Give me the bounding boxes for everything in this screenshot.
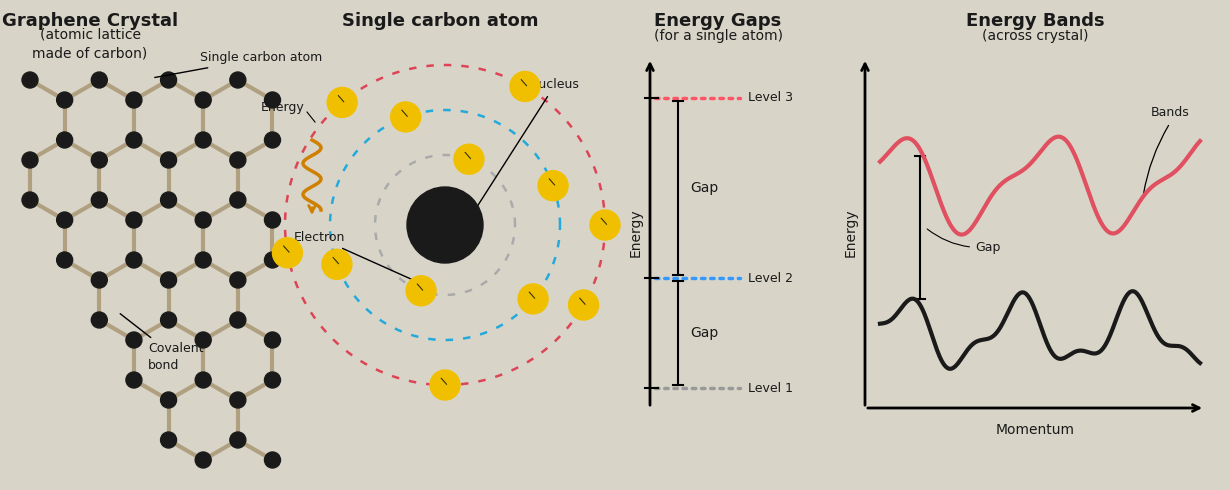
Circle shape bbox=[264, 372, 280, 388]
Circle shape bbox=[264, 132, 280, 148]
Circle shape bbox=[125, 332, 141, 348]
Circle shape bbox=[230, 432, 246, 448]
Circle shape bbox=[91, 152, 107, 168]
Circle shape bbox=[454, 144, 483, 174]
Circle shape bbox=[230, 152, 246, 168]
Circle shape bbox=[196, 132, 212, 148]
Circle shape bbox=[391, 102, 421, 132]
Circle shape bbox=[125, 92, 141, 108]
Circle shape bbox=[57, 132, 73, 148]
Text: Energy: Energy bbox=[261, 101, 304, 115]
Circle shape bbox=[196, 212, 212, 228]
Circle shape bbox=[57, 212, 73, 228]
Text: Covalent
bond: Covalent bond bbox=[121, 314, 203, 372]
Circle shape bbox=[161, 152, 177, 168]
Text: Momentum: Momentum bbox=[995, 423, 1075, 437]
Circle shape bbox=[230, 392, 246, 408]
Circle shape bbox=[510, 72, 540, 101]
Circle shape bbox=[518, 284, 549, 314]
Circle shape bbox=[230, 192, 246, 208]
Text: Electron: Electron bbox=[294, 231, 423, 285]
Text: Gap: Gap bbox=[690, 326, 718, 340]
Text: Graphene Crystal: Graphene Crystal bbox=[2, 12, 178, 30]
Circle shape bbox=[91, 312, 107, 328]
Text: Gap: Gap bbox=[690, 181, 718, 195]
Circle shape bbox=[230, 312, 246, 328]
Text: (across crystal): (across crystal) bbox=[982, 29, 1089, 43]
Text: Nucleus: Nucleus bbox=[475, 78, 579, 211]
Circle shape bbox=[91, 272, 107, 288]
Circle shape bbox=[22, 72, 38, 88]
Circle shape bbox=[322, 249, 352, 279]
Circle shape bbox=[430, 370, 460, 400]
Circle shape bbox=[230, 72, 246, 88]
Circle shape bbox=[125, 212, 141, 228]
Circle shape bbox=[161, 392, 177, 408]
Text: Energy: Energy bbox=[629, 209, 643, 257]
Circle shape bbox=[538, 171, 568, 201]
Text: Gap: Gap bbox=[927, 229, 1000, 254]
Circle shape bbox=[272, 238, 303, 268]
Circle shape bbox=[125, 252, 141, 268]
Circle shape bbox=[161, 432, 177, 448]
Circle shape bbox=[161, 192, 177, 208]
Circle shape bbox=[125, 132, 141, 148]
Circle shape bbox=[264, 252, 280, 268]
Circle shape bbox=[264, 452, 280, 468]
Circle shape bbox=[196, 372, 212, 388]
Circle shape bbox=[568, 290, 599, 320]
Text: Energy Bands: Energy Bands bbox=[966, 12, 1105, 30]
Text: Bands: Bands bbox=[1150, 106, 1189, 120]
Circle shape bbox=[196, 252, 212, 268]
Circle shape bbox=[22, 152, 38, 168]
Circle shape bbox=[161, 272, 177, 288]
Circle shape bbox=[125, 372, 141, 388]
Circle shape bbox=[57, 252, 73, 268]
Circle shape bbox=[264, 332, 280, 348]
Circle shape bbox=[230, 272, 246, 288]
Text: (for a single atom): (for a single atom) bbox=[653, 29, 782, 43]
Circle shape bbox=[57, 92, 73, 108]
Text: Single carbon atom: Single carbon atom bbox=[342, 12, 539, 30]
Circle shape bbox=[196, 332, 212, 348]
Text: Level 1: Level 1 bbox=[748, 382, 793, 394]
Circle shape bbox=[161, 72, 177, 88]
Circle shape bbox=[327, 87, 357, 118]
Text: (atomic lattice
made of carbon): (atomic lattice made of carbon) bbox=[32, 28, 148, 60]
Circle shape bbox=[406, 276, 437, 306]
Circle shape bbox=[264, 212, 280, 228]
Text: Energy: Energy bbox=[844, 209, 859, 257]
Circle shape bbox=[91, 72, 107, 88]
Circle shape bbox=[407, 187, 483, 263]
Circle shape bbox=[161, 312, 177, 328]
Text: Level 3: Level 3 bbox=[748, 92, 793, 104]
Circle shape bbox=[196, 452, 212, 468]
Circle shape bbox=[264, 92, 280, 108]
Text: Energy Gaps: Energy Gaps bbox=[654, 12, 781, 30]
Text: Single carbon atom: Single carbon atom bbox=[155, 51, 322, 77]
Circle shape bbox=[22, 192, 38, 208]
Circle shape bbox=[91, 192, 107, 208]
Text: Level 2: Level 2 bbox=[748, 271, 793, 285]
Circle shape bbox=[590, 210, 620, 240]
Circle shape bbox=[196, 92, 212, 108]
